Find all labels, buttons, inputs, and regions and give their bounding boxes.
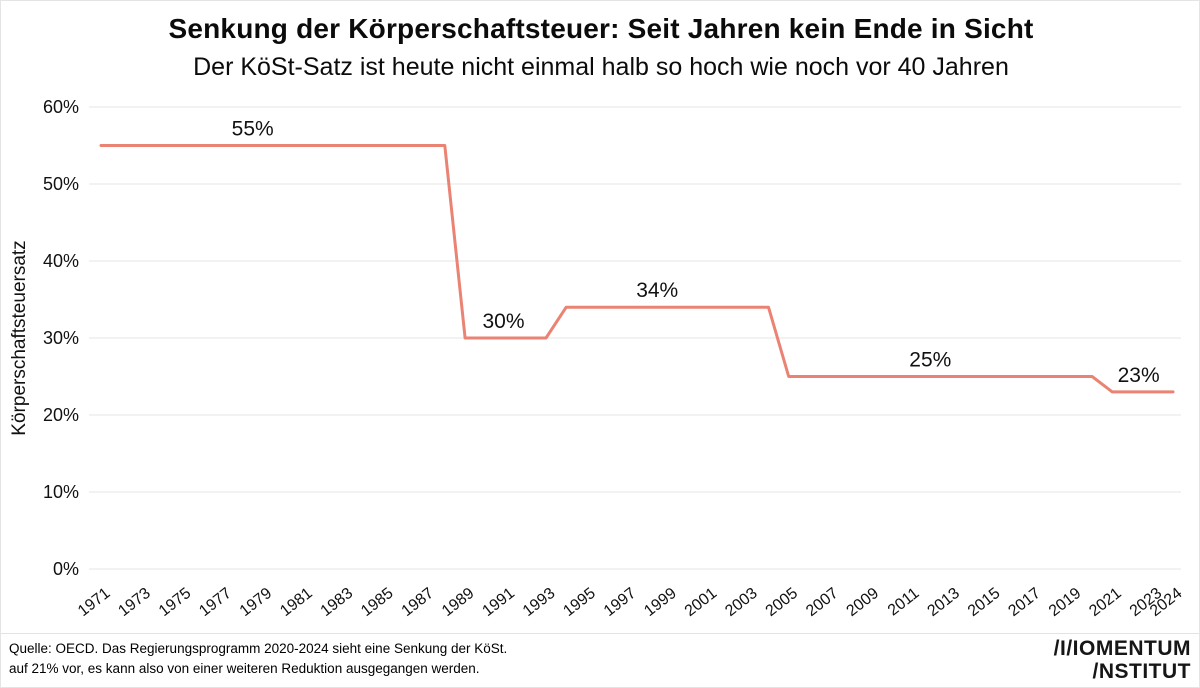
x-tick-label: 1971 bbox=[75, 585, 114, 620]
momentum-institut-logo: /I/IOMENTUM /NSTITUT bbox=[1054, 637, 1191, 683]
y-axis-title: Körperschaftsteuersatz bbox=[9, 240, 30, 435]
data-label: 25% bbox=[909, 349, 951, 372]
source-note: Quelle: OECD. Das Regierungsprogramm 202… bbox=[9, 639, 507, 678]
x-tick-label: 1985 bbox=[358, 585, 397, 620]
y-tick-label: 60% bbox=[43, 97, 79, 117]
x-tick-label: 2001 bbox=[682, 585, 721, 620]
source-line-1: Quelle: OECD. Das Regierungsprogramm 202… bbox=[9, 641, 508, 656]
tax-rate-line bbox=[99, 144, 1175, 394]
data-label: 30% bbox=[482, 310, 524, 333]
x-tick-label: 1975 bbox=[156, 585, 195, 620]
x-tick-label: 1979 bbox=[237, 585, 276, 620]
y-tick-label: 10% bbox=[43, 482, 79, 502]
y-tick-label: 20% bbox=[43, 405, 79, 425]
x-tick-label: 2005 bbox=[763, 585, 802, 620]
x-tick-label: 1977 bbox=[196, 585, 235, 620]
x-tick-label: 2021 bbox=[1086, 585, 1125, 620]
x-tick-label: 1973 bbox=[115, 585, 154, 620]
chart-subtitle: Der KöSt-Satz ist heute nicht einmal hal… bbox=[193, 53, 1009, 81]
y-tick-label: 50% bbox=[43, 174, 79, 194]
x-tick-label: 1997 bbox=[601, 585, 640, 620]
x-tick-label: 1991 bbox=[479, 585, 518, 620]
x-tick-label: 1987 bbox=[399, 585, 438, 620]
data-label: 34% bbox=[636, 279, 678, 302]
x-tick-label: 2019 bbox=[1046, 585, 1085, 620]
x-tick-label: 2003 bbox=[722, 585, 761, 620]
x-tick-label: 2013 bbox=[924, 585, 963, 620]
x-tick-label: 2015 bbox=[965, 585, 1004, 620]
x-tick-label: 2009 bbox=[844, 585, 883, 620]
x-tick-label: 1983 bbox=[318, 585, 357, 620]
y-tick-label: 30% bbox=[43, 328, 79, 348]
x-tick-label: 1989 bbox=[439, 585, 478, 620]
x-tick-label: 2011 bbox=[885, 585, 923, 620]
x-tick-label: 2017 bbox=[1005, 585, 1044, 620]
x-tick-label: 1999 bbox=[641, 585, 680, 620]
y-tick-label: 0% bbox=[53, 559, 79, 579]
x-tick-label: 1995 bbox=[560, 585, 599, 620]
source-line-2: auf 21% vor, es kann also von einer weit… bbox=[9, 660, 480, 676]
chart-title: Senkung der Körperschaftsteuer: Seit Jah… bbox=[168, 13, 1034, 44]
logo-line-1: /I/IOMENTUM bbox=[1053, 637, 1191, 660]
x-tick-label: 1993 bbox=[520, 585, 559, 620]
logo-line-2: /NSTITUT bbox=[1092, 660, 1191, 684]
x-tick-label: 2007 bbox=[803, 585, 842, 620]
y-tick-label: 40% bbox=[43, 251, 79, 271]
footer: Quelle: OECD. Das Regierungsprogramm 202… bbox=[1, 633, 1199, 687]
line-chart: 0% 10% 20% 30% 40% 50% 60% 1971 1973 1975 1977 1979… bbox=[9, 97, 1186, 620]
data-label: 55% bbox=[232, 118, 274, 141]
data-label: 23% bbox=[1118, 364, 1160, 387]
x-tick-label: 1981 bbox=[277, 585, 316, 620]
